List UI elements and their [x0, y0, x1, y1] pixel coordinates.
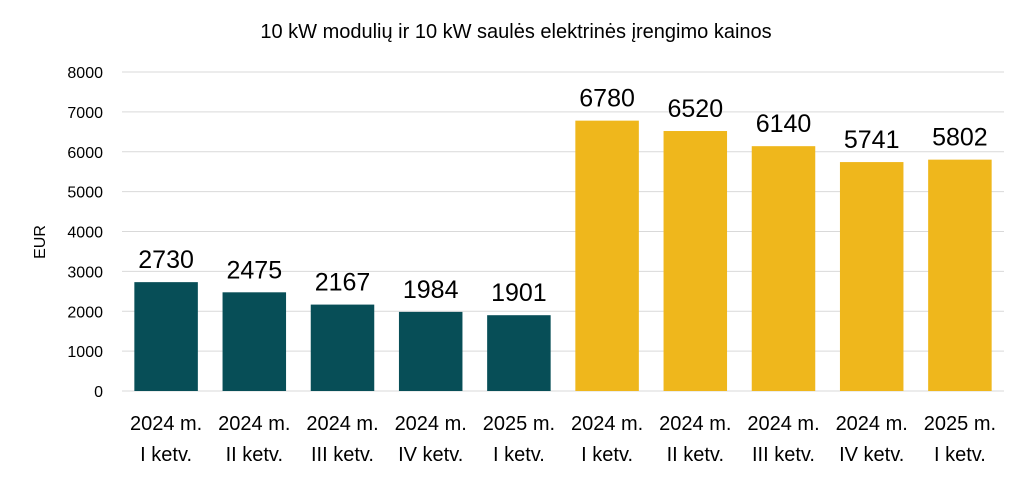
x-category-label: 2024 m.: [306, 413, 378, 435]
data-labels: 2730 2475 2167 1984 1901 6780 6520 6140 5741 5802: [138, 85, 987, 308]
data-label: 6520: [667, 95, 723, 123]
y-axis-label: EUR: [32, 225, 49, 259]
x-category-label: 2025 m.: [924, 413, 996, 435]
bar: [487, 315, 551, 391]
y-axis-ticks: 0 1000 2000 3000 4000 5000 6000 7000 8000: [67, 65, 103, 401]
y-tick-label: 2000: [67, 304, 103, 321]
x-category-label: 2024 m.: [836, 413, 908, 435]
y-tick-label: 8000: [67, 65, 103, 82]
chart-title: 10 kW modulių ir 10 kW saulės elektrinės…: [260, 21, 771, 43]
data-label: 6780: [579, 85, 635, 113]
data-label: 2167: [315, 269, 371, 297]
x-category-label: I ketv.: [140, 444, 192, 466]
data-label: 5802: [932, 124, 988, 152]
x-category-label: 2024 m.: [130, 413, 202, 435]
x-category-label: I ketv.: [581, 444, 633, 466]
data-label: 5741: [844, 126, 900, 154]
y-tick-label: 4000: [67, 225, 103, 242]
x-category-label: III ketv.: [311, 444, 374, 466]
x-category-label: I ketv.: [934, 444, 986, 466]
bar: [928, 159, 992, 391]
x-category-label: 2024 m.: [659, 413, 731, 435]
data-label: 1901: [491, 279, 547, 307]
x-category-label: I ketv.: [493, 444, 545, 466]
x-category-label: II ketv.: [667, 444, 724, 466]
x-category-label: 2024 m.: [218, 413, 290, 435]
bar: [663, 131, 728, 391]
y-tick-label: 5000: [67, 185, 103, 202]
bar: [222, 292, 287, 391]
y-tick-label: 7000: [67, 105, 103, 122]
bar: [839, 162, 904, 391]
y-tick-label: 0: [94, 384, 103, 401]
x-axis-categories: 2024 m. I ketv. 2024 m. II ketv. 2024 m. III …: [130, 413, 996, 466]
data-label: 2475: [226, 256, 282, 284]
x-category-label: 2025 m.: [483, 413, 555, 435]
y-tick-label: 1000: [67, 344, 103, 361]
data-label: 6140: [756, 110, 812, 138]
bar: [134, 282, 198, 391]
bar: [310, 304, 375, 391]
data-label: 1984: [403, 276, 459, 304]
x-category-label: II ketv.: [226, 444, 283, 466]
x-category-label: 2024 m.: [395, 413, 467, 435]
y-tick-label: 3000: [67, 264, 103, 281]
bars: [134, 120, 992, 392]
x-category-label: IV ketv.: [839, 444, 904, 466]
x-category-label: IV ketv.: [398, 444, 463, 466]
x-category-label: III ketv.: [752, 444, 815, 466]
y-tick-label: 6000: [67, 145, 103, 162]
bar: [751, 146, 816, 391]
bar: [575, 120, 639, 392]
x-category-label: 2024 m.: [747, 413, 819, 435]
data-label: 2730: [138, 246, 194, 274]
x-category-label: 2024 m.: [571, 413, 643, 435]
bar: [398, 311, 463, 391]
